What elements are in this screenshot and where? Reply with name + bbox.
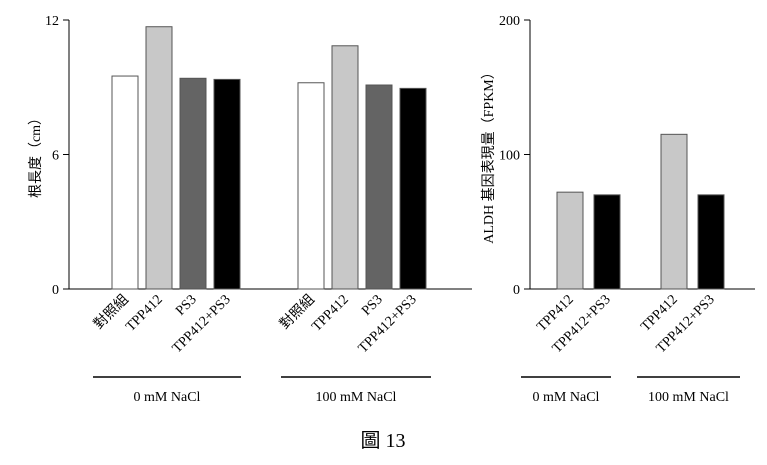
y-tick-label: 100 — [499, 149, 520, 164]
y-axis-label: 根長度（cm） — [28, 111, 44, 198]
y-tick-label: 12 — [45, 14, 59, 29]
y-tick-label: 0 — [513, 283, 520, 298]
group-label: 0 mM NaCl — [533, 390, 600, 405]
bar — [331, 45, 359, 290]
bar — [593, 194, 621, 290]
bar — [697, 194, 725, 290]
figure-caption: 圖 13 — [361, 430, 406, 452]
bar — [556, 191, 584, 290]
bar — [660, 133, 688, 290]
bar — [213, 78, 241, 290]
bar — [399, 87, 427, 290]
category-label: PS3 — [173, 292, 200, 319]
bar — [179, 77, 207, 290]
group-label: 100 mM NaCl — [316, 390, 397, 405]
group-label: 0 mM NaCl — [134, 390, 201, 405]
bar — [111, 75, 139, 290]
category-label: PS3 — [359, 292, 386, 319]
y-axis-label: ALDH 基因表現量（FPKM） — [480, 65, 497, 244]
category-label: TPP412 — [309, 292, 352, 335]
bar — [297, 82, 325, 290]
bar — [145, 26, 173, 290]
y-tick-label: 0 — [52, 283, 59, 298]
category-label: TPP412 — [123, 292, 166, 335]
bar — [365, 84, 393, 290]
group-label: 100 mM NaCl — [648, 390, 729, 405]
y-tick-label: 6 — [52, 149, 59, 164]
y-tick-label: 200 — [499, 14, 520, 29]
